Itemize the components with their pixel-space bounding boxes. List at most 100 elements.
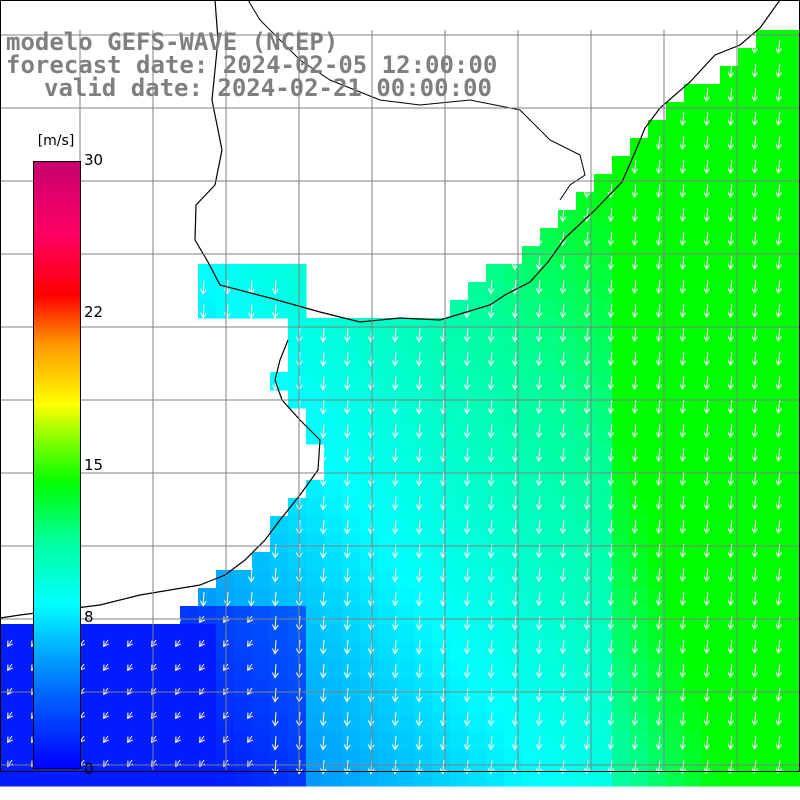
- wind-arrow: [583, 495, 591, 511]
- wind-speed-cell: [108, 660, 127, 679]
- wind-speed-cell: [432, 588, 451, 607]
- wind-arrow: [535, 639, 543, 655]
- wind-arrow: [583, 567, 591, 583]
- wind-arrow: [487, 639, 495, 655]
- wind-speed-cell: [702, 300, 721, 319]
- wind-speed-cell: [450, 480, 469, 499]
- wind-speed-cell: [630, 732, 649, 751]
- wind-arrow: [775, 519, 783, 534]
- wind-arrow: [247, 567, 255, 583]
- wind-speed-cell: [738, 192, 757, 211]
- wind-speed-cell: [738, 354, 757, 373]
- wind-arrow: [415, 519, 423, 535]
- wind-speed-cell: [558, 696, 577, 715]
- wind-speed-cell: [792, 534, 800, 553]
- wind-speed-cell: [594, 534, 613, 553]
- wind-speed-cell: [324, 444, 343, 463]
- wind-speed-cell: [792, 714, 800, 733]
- wind-arrow: [727, 63, 735, 78]
- wind-speed-cell: [792, 624, 800, 643]
- wind-arrow: [607, 207, 615, 223]
- wind-speed-cell: [378, 642, 397, 661]
- wind-speed-cell: [90, 642, 109, 661]
- wind-speed-cell: [594, 210, 613, 229]
- wind-arrow: [559, 495, 567, 511]
- wind-speed-cell: [648, 300, 667, 319]
- colorbar-tick-30: 30: [84, 151, 104, 169]
- wind-speed-cell: [558, 336, 577, 355]
- wind-arrow: [607, 471, 615, 487]
- wind-arrow: [703, 303, 711, 318]
- wind-arrow: [151, 687, 158, 696]
- wind-speed-cell: [468, 624, 487, 643]
- wind-speed-cell: [576, 228, 595, 247]
- wind-arrow: [343, 471, 351, 487]
- wind-speed-cell: [576, 606, 595, 625]
- wind-arrow: [679, 639, 687, 655]
- wind-speed-cell: [576, 336, 595, 355]
- wind-speed-cell: [324, 660, 343, 679]
- wind-speed-cell: [702, 750, 721, 769]
- wind-arrow: [727, 399, 735, 414]
- wind-speed-cell: [234, 768, 253, 787]
- wind-speed-cell: [522, 300, 541, 319]
- wind-arrow: [463, 327, 471, 343]
- wind-arrow: [607, 711, 615, 727]
- wind-speed-cell: [774, 714, 793, 733]
- wind-arrow: [727, 255, 735, 270]
- wind-speed-cell: [738, 714, 757, 733]
- wind-speed-cell: [396, 660, 415, 679]
- wind-speed-cell: [180, 642, 199, 661]
- wind-speed-cell: [774, 588, 793, 607]
- wind-speed-cell: [756, 642, 775, 661]
- wind-arrow: [631, 303, 639, 319]
- wind-speed-cell: [576, 462, 595, 481]
- wind-arrow: [775, 255, 783, 270]
- wind-speed-cell: [306, 678, 325, 697]
- wind-speed-cell: [702, 642, 721, 661]
- wind-speed-cell: [288, 768, 307, 787]
- wind-speed-cell: [756, 534, 775, 553]
- wind-speed-cell: [558, 210, 577, 229]
- wind-speed-cell: [612, 390, 631, 409]
- wind-speed-cell: [432, 390, 451, 409]
- wind-speed-cell: [666, 408, 685, 427]
- wind-speed-cell: [468, 372, 487, 391]
- wind-speed-cell: [378, 372, 397, 391]
- wind-arrow: [727, 735, 735, 750]
- wind-speed-cell: [288, 606, 307, 625]
- wind-arrow: [703, 87, 711, 102]
- wind-speed-cell: [576, 660, 595, 679]
- wind-speed-cell: [594, 732, 613, 751]
- wind-speed-cell: [684, 696, 703, 715]
- wind-speed-cell: [558, 678, 577, 697]
- wind-arrow: [151, 711, 158, 720]
- wind-arrow: [679, 447, 687, 463]
- wind-speed-cell: [486, 300, 505, 319]
- wind-arrow: [751, 591, 759, 606]
- wind-speed-cell: [666, 174, 685, 193]
- wind-speed-cell: [324, 714, 343, 733]
- wind-speed-cell: [666, 426, 685, 445]
- wind-speed-cell: [792, 246, 800, 265]
- wind-speed-cell: [72, 768, 91, 787]
- wind-speed-cell: [666, 534, 685, 553]
- wind-speed-cell: [576, 588, 595, 607]
- wind-speed-cell: [432, 696, 451, 715]
- wind-speed-cell: [576, 390, 595, 409]
- wind-arrow: [415, 735, 423, 751]
- wind-speed-cell: [450, 516, 469, 535]
- wind-speed-cell: [504, 390, 523, 409]
- wind-speed-cell: [684, 390, 703, 409]
- wind-speed-cell: [648, 156, 667, 175]
- wind-arrow: [511, 567, 519, 583]
- wind-arrow: [655, 471, 663, 487]
- wind-speed-cell: [774, 156, 793, 175]
- wind-speed-cell: [666, 714, 685, 733]
- wind-arrow: [583, 471, 591, 487]
- wind-speed-cell: [288, 552, 307, 571]
- wind-speed-cell: [702, 426, 721, 445]
- wind-speed-cell: [414, 408, 433, 427]
- wind-arrow: [607, 615, 615, 631]
- wind-speed-cell: [684, 192, 703, 211]
